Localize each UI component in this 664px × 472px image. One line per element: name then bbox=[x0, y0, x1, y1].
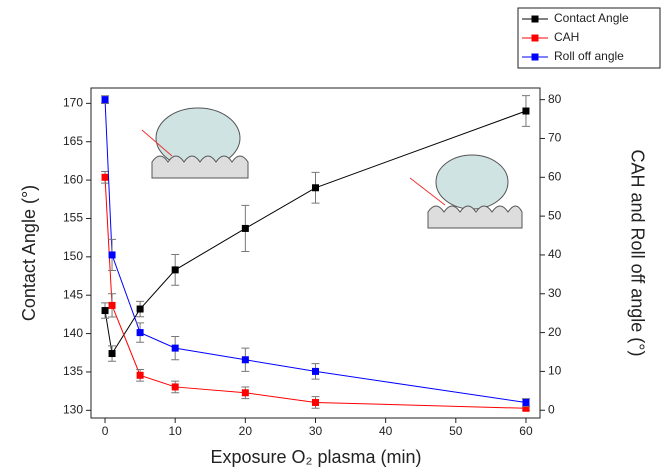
data-point bbox=[522, 107, 530, 115]
y2-tick-label: 10 bbox=[548, 364, 562, 378]
legend-label: Roll off angle bbox=[554, 49, 624, 63]
y-tick-label: 160 bbox=[63, 172, 83, 186]
legend-marker bbox=[531, 34, 539, 42]
data-point bbox=[136, 329, 144, 337]
x-tick-label: 50 bbox=[449, 424, 463, 438]
data-point bbox=[108, 301, 116, 309]
data-point bbox=[108, 350, 116, 358]
y-tick-label: 130 bbox=[63, 402, 83, 416]
x-tick-label: 30 bbox=[309, 424, 323, 438]
y-tick-label: 165 bbox=[63, 134, 83, 148]
x-axis-label: Exposure O₂ plasma (min) bbox=[210, 447, 421, 467]
data-point bbox=[312, 398, 319, 406]
y-tick-label: 150 bbox=[63, 249, 83, 263]
legend-marker bbox=[531, 15, 539, 23]
data-point bbox=[312, 367, 319, 375]
data-point bbox=[136, 305, 144, 313]
data-point bbox=[108, 251, 116, 259]
y2-tick-label: 70 bbox=[548, 131, 562, 145]
y2-tick-label: 0 bbox=[548, 402, 555, 416]
y2-tick-label: 80 bbox=[548, 92, 562, 106]
data-point bbox=[101, 96, 109, 104]
data-point bbox=[241, 224, 249, 232]
data-point bbox=[136, 371, 144, 379]
y2-tick-label: 40 bbox=[548, 247, 562, 261]
data-point bbox=[522, 398, 530, 406]
data-point bbox=[171, 344, 179, 352]
x-tick-label: 60 bbox=[519, 424, 533, 438]
y2-axis-label: CAH and Roll off angle (°) bbox=[627, 150, 647, 357]
y-tick-label: 140 bbox=[63, 326, 83, 340]
y-tick-label: 135 bbox=[63, 364, 83, 378]
inset-droplet-left bbox=[141, 107, 249, 179]
data-point bbox=[101, 173, 109, 181]
legend-marker bbox=[531, 53, 539, 61]
y-tick-label: 145 bbox=[63, 287, 83, 301]
data-point bbox=[101, 307, 109, 315]
data-point bbox=[171, 383, 179, 391]
legend-label: Contact Angle bbox=[554, 11, 629, 25]
y-tick-label: 170 bbox=[63, 96, 83, 110]
x-tick-label: 0 bbox=[102, 424, 109, 438]
y-axis-label: Contact Angle (°) bbox=[19, 185, 39, 321]
y-tick-label: 155 bbox=[63, 211, 83, 225]
x-tick-label: 40 bbox=[379, 424, 393, 438]
y2-tick-label: 60 bbox=[548, 169, 562, 183]
y2-tick-label: 30 bbox=[548, 286, 562, 300]
inset-droplet-right bbox=[409, 154, 523, 229]
y2-tick-label: 20 bbox=[548, 325, 562, 339]
data-point bbox=[241, 389, 249, 397]
x-tick-label: 10 bbox=[169, 424, 183, 438]
data-point bbox=[312, 184, 319, 192]
data-point bbox=[171, 266, 179, 274]
data-point bbox=[241, 356, 249, 364]
x-tick-label: 20 bbox=[239, 424, 253, 438]
legend-label: CAH bbox=[554, 30, 579, 44]
data-point bbox=[522, 404, 530, 412]
y2-tick-label: 50 bbox=[548, 208, 562, 222]
